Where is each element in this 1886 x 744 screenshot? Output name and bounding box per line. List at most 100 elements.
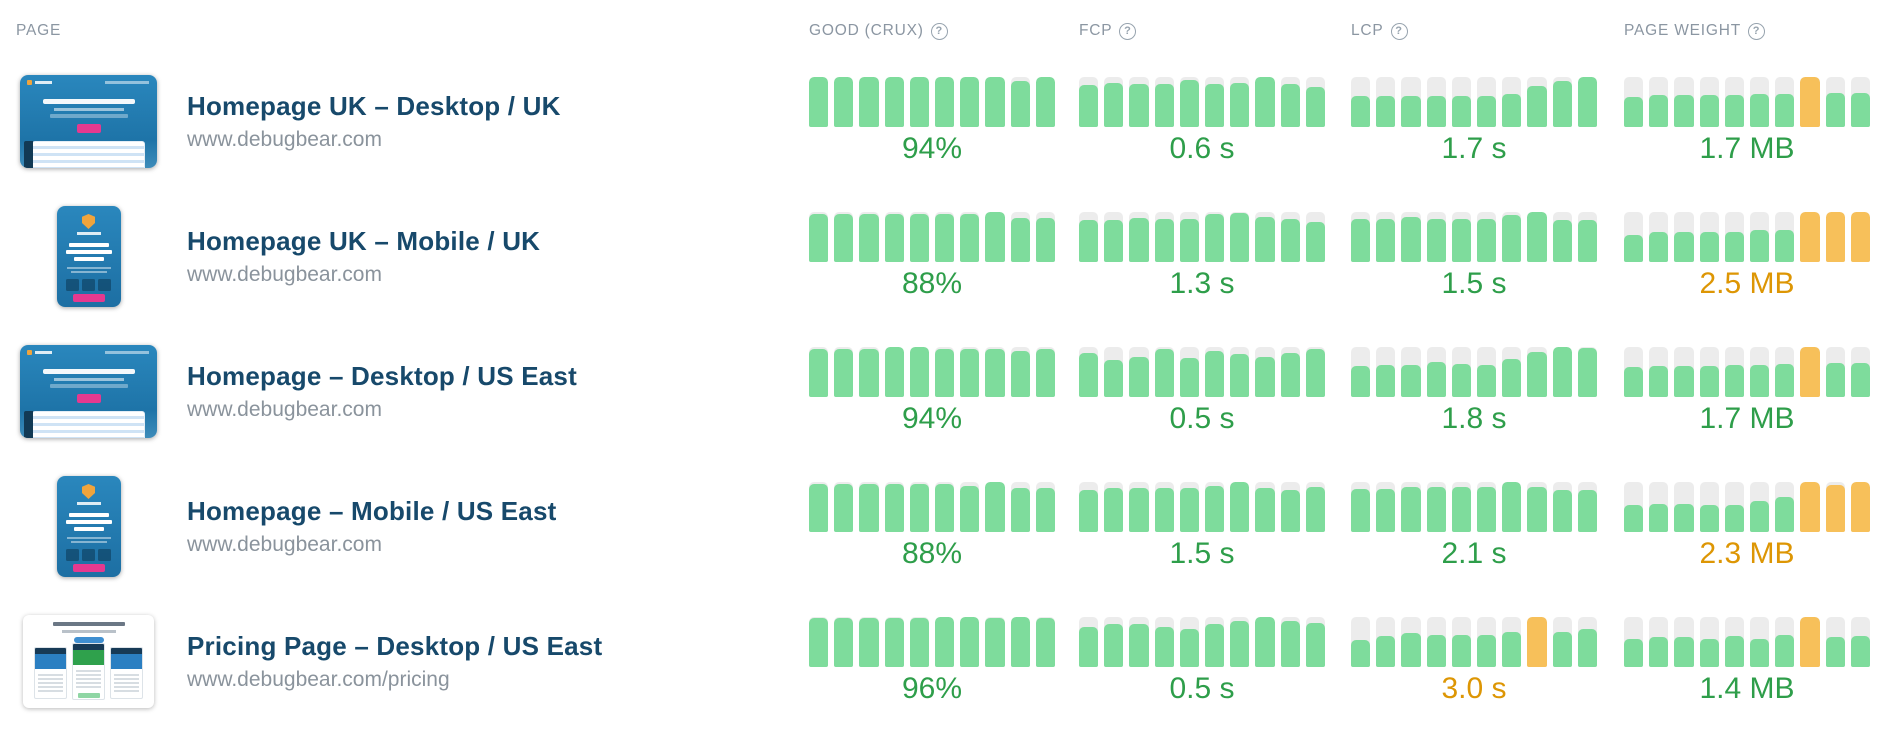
sparkline-bar (1674, 617, 1694, 667)
help-icon[interactable]: ? (1748, 22, 1766, 40)
sparkline-page-weight[interactable] (1624, 212, 1871, 262)
sparkline-bar (1035, 212, 1056, 262)
column-header-page: PAGE (0, 22, 809, 40)
metric-value-lcp: 1.5 s (1441, 267, 1507, 300)
sparkline-bar (1527, 617, 1547, 667)
metric-page-weight: 1.7 MB (1624, 77, 1886, 166)
page-thumbnail-desktop[interactable] (20, 75, 157, 168)
metric-page-weight: 2.3 MB (1624, 482, 1886, 571)
metric-good-crux: 96% (809, 617, 1079, 706)
sparkline-lcp[interactable] (1351, 77, 1598, 127)
page-row[interactable]: Homepage – Desktop / US East www.debugbe… (0, 324, 1886, 459)
metric-lcp: 1.5 s (1351, 212, 1624, 301)
sparkline-bar (1376, 482, 1396, 532)
sparkline-bar (1079, 617, 1099, 667)
sparkline-bar (1800, 482, 1820, 532)
metric-value-page-weight: 1.4 MB (1699, 672, 1795, 705)
sparkline-bar (1035, 77, 1056, 127)
sparkline-bar (1351, 482, 1371, 532)
sparkline-bar (935, 347, 955, 397)
page-title[interactable]: Homepage – Mobile / US East (187, 496, 557, 526)
sparkline-bar (1280, 482, 1300, 532)
sparkline-bar (1079, 77, 1099, 127)
sparkline-good-crux[interactable] (809, 77, 1056, 127)
sparkline-page-weight[interactable] (1624, 347, 1871, 397)
page-row[interactable]: Homepage UK – Desktop / UK www.debugbear… (0, 54, 1886, 189)
page-row[interactable]: Homepage – Mobile / US East www.debugbea… (0, 459, 1886, 594)
sparkline-fcp[interactable] (1079, 617, 1326, 667)
sparkline-bar (1477, 482, 1497, 532)
sparkline-bar (1376, 77, 1396, 127)
sparkline-bar (1552, 482, 1572, 532)
page-title[interactable]: Homepage UK – Desktop / UK (187, 91, 561, 121)
sparkline-bar (1800, 77, 1820, 127)
column-header-fcp: FCP ? (1079, 22, 1351, 40)
sparkline-bar (985, 347, 1005, 397)
sparkline-bar (1775, 482, 1795, 532)
sparkline-bar (1850, 212, 1871, 262)
metric-value-lcp: 2.1 s (1441, 537, 1507, 570)
sparkline-bar (1205, 617, 1225, 667)
sparkline-bar (1477, 212, 1497, 262)
sparkline-good-crux[interactable] (809, 212, 1056, 262)
sparkline-bar (1104, 482, 1124, 532)
page-row[interactable]: Pricing Page – Desktop / US East www.deb… (0, 594, 1886, 729)
sparkline-bar (834, 77, 854, 127)
sparkline-good-crux[interactable] (809, 347, 1056, 397)
sparkline-bar (859, 212, 879, 262)
metric-good-crux: 94% (809, 347, 1079, 436)
sparkline-bar (859, 347, 879, 397)
sparkline-fcp[interactable] (1079, 482, 1326, 532)
sparkline-bar (1305, 212, 1326, 262)
sparkline-bar (1255, 212, 1275, 262)
sparkline-page-weight[interactable] (1624, 482, 1871, 532)
sparkline-page-weight[interactable] (1624, 77, 1871, 127)
help-icon[interactable]: ? (1390, 22, 1408, 40)
sparkline-good-crux[interactable] (809, 482, 1056, 532)
sparkline-good-crux[interactable] (809, 617, 1056, 667)
sparkline-bar (809, 212, 829, 262)
sparkline-bar (1230, 347, 1250, 397)
sparkline-fcp[interactable] (1079, 347, 1326, 397)
page-title[interactable]: Pricing Page – Desktop / US East (187, 631, 603, 661)
sparkline-lcp[interactable] (1351, 212, 1598, 262)
sparkline-bar (1577, 482, 1598, 532)
sparkline-bar (1305, 347, 1326, 397)
sparkline-bar (1376, 212, 1396, 262)
page-title[interactable]: Homepage – Desktop / US East (187, 361, 577, 391)
sparkline-bar (1674, 77, 1694, 127)
page-thumbnail-mobile[interactable] (56, 206, 121, 307)
sparkline-page-weight[interactable] (1624, 617, 1871, 667)
sparkline-bar (1255, 482, 1275, 532)
sparkline-bar (1280, 347, 1300, 397)
sparkline-bar (1351, 212, 1371, 262)
sparkline-lcp[interactable] (1351, 482, 1598, 532)
help-icon[interactable]: ? (1119, 22, 1137, 40)
sparkline-bar (1305, 77, 1326, 127)
sparkline-lcp[interactable] (1351, 617, 1598, 667)
page-row[interactable]: Homepage UK – Mobile / UK www.debugbear.… (0, 189, 1886, 324)
metric-value-page-weight: 2.5 MB (1699, 267, 1795, 300)
sparkline-fcp[interactable] (1079, 77, 1326, 127)
help-icon[interactable]: ? (930, 22, 948, 40)
sparkline-bar (1624, 212, 1644, 262)
sparkline-bar (1750, 77, 1770, 127)
good-crux-column-label: GOOD (CRUX) (809, 22, 924, 39)
metric-value-fcp: 0.6 s (1169, 132, 1235, 165)
metric-fcp: 0.5 s (1079, 617, 1351, 706)
sparkline-bar (834, 617, 854, 667)
page-thumbnail-pricing[interactable] (23, 615, 154, 708)
sparkline-bar (985, 77, 1005, 127)
sparkline-bar (1477, 77, 1497, 127)
sparkline-fcp[interactable] (1079, 212, 1326, 262)
sparkline-bar (1800, 617, 1820, 667)
page-title[interactable]: Homepage UK – Mobile / UK (187, 226, 541, 256)
sparkline-lcp[interactable] (1351, 347, 1598, 397)
page-thumbnail-desktop[interactable] (20, 345, 157, 438)
page-thumbnail-mobile[interactable] (56, 476, 121, 577)
sparkline-bar (985, 212, 1005, 262)
metric-lcp: 2.1 s (1351, 482, 1624, 571)
sparkline-bar (1775, 77, 1795, 127)
sparkline-bar (1255, 77, 1275, 127)
sparkline-bar (1502, 212, 1522, 262)
